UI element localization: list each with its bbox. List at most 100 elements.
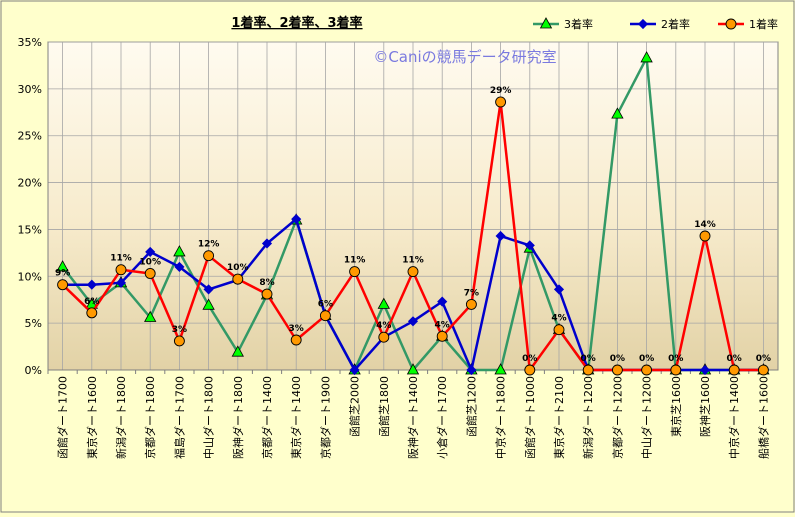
x-tick-label: 函館ダート1700 (56, 376, 70, 459)
y-tick-label: 15% (18, 223, 42, 236)
x-tick-label: 中京ダート1800 (494, 376, 508, 459)
legend-label: 2着率 (661, 17, 690, 31)
x-tick-label: 中山ダート1800 (202, 376, 216, 459)
data-point (699, 364, 711, 376)
data-point (174, 261, 185, 272)
data-point (757, 364, 769, 376)
x-tick-label: 阪神芝1600 (698, 376, 712, 437)
watermark: ©Caniの競馬データ研究室 (373, 48, 556, 66)
data-point (553, 324, 565, 336)
x-tick-label: 小倉ダート1700 (435, 376, 449, 459)
x-tick-label: 阪神ダート1800 (231, 376, 245, 459)
x-tick-label: 新潟ダート1800 (114, 376, 128, 459)
data-label: 0% (727, 354, 742, 364)
data-point (349, 266, 361, 278)
series-3 (57, 96, 769, 376)
y-tick-label: 0% (25, 364, 42, 377)
data-label: 7% (464, 288, 479, 298)
chart-title: 1着率、2着率、3着率 (231, 15, 362, 31)
y-tick-label: 35% (18, 36, 42, 49)
data-label-layer: 9% 6% 11% 10% 3% 12% 10% 8% 3% 6% 11% 4% 11% 4% 7% 29% 0… (55, 86, 771, 364)
data-label: 6% (318, 300, 333, 310)
data-label: 6% (84, 297, 99, 307)
y-tick-label: 10% (18, 270, 42, 283)
legend-marker (637, 18, 649, 30)
data-point (261, 238, 273, 249)
x-tick-label: 京都ダート1800 (143, 376, 157, 459)
data-label: 11% (402, 256, 424, 266)
x-tick-label: 中京ダート1400 (727, 376, 741, 459)
data-label: 10% (227, 263, 249, 273)
data-point (466, 364, 477, 376)
data-point (319, 310, 331, 322)
data-point (524, 240, 535, 251)
x-tick-label: 阪神ダート1400 (406, 376, 420, 459)
data-point (86, 307, 98, 319)
data-point (377, 297, 390, 309)
legend-label: 1着率 (749, 17, 778, 31)
data-point (232, 273, 244, 285)
x-tick-label: 船橋ダート1600 (756, 376, 770, 459)
data-point (115, 277, 127, 288)
data-point (465, 298, 477, 310)
data-label: 0% (756, 354, 771, 364)
data-label: 8% (259, 278, 274, 288)
data-point (231, 345, 244, 357)
data-label: 11% (110, 254, 132, 264)
data-label: 0% (668, 354, 683, 364)
data-label: 3% (289, 324, 304, 334)
data-label: 29% (490, 86, 512, 96)
x-tick-label: 函館芝1800 (377, 376, 391, 437)
data-point (640, 51, 653, 63)
data-point (406, 363, 420, 375)
series-layer (56, 51, 770, 376)
data-point (56, 260, 69, 272)
data-label: 4% (435, 320, 450, 330)
data-point (173, 245, 186, 257)
data-point (378, 331, 390, 343)
data-point (436, 330, 448, 342)
x-tick-label: 東京ダート1400 (289, 376, 303, 459)
data-point (202, 298, 215, 310)
data-point (145, 246, 156, 257)
data-point (144, 268, 156, 279)
x-tick-label: 京都ダート1200 (610, 376, 624, 459)
data-point (728, 364, 740, 376)
data-label: 9% (55, 269, 70, 279)
data-label: 12% (198, 240, 220, 250)
data-point (407, 266, 419, 278)
data-point (290, 334, 302, 346)
data-point (86, 279, 97, 290)
data-point (349, 364, 360, 376)
y-tick-label: 25% (18, 130, 42, 143)
data-point (57, 279, 69, 291)
data-point (524, 364, 536, 376)
x-tick-label: 新潟ダート1200 (581, 376, 595, 459)
y-tick-label: 20% (18, 177, 42, 190)
data-point (203, 250, 215, 262)
data-point (437, 296, 448, 307)
data-label: 4% (551, 314, 566, 324)
data-label: 3% (172, 325, 187, 335)
data-point (670, 364, 682, 376)
legend: 3着率 2着率 1着率 (533, 17, 778, 31)
data-label: 14% (694, 220, 716, 230)
x-tick-label: 京都ダート1400 (260, 376, 274, 459)
data-point (699, 230, 711, 242)
x-tick-label: 福島ダート1700 (172, 376, 186, 459)
data-point (203, 284, 214, 295)
data-point (553, 284, 565, 295)
data-label: 0% (522, 354, 537, 364)
data-label: 0% (610, 354, 625, 364)
data-label: 0% (581, 354, 596, 364)
data-label: 4% (376, 321, 391, 331)
data-point (494, 363, 507, 375)
data-point (291, 214, 302, 225)
data-point (611, 364, 623, 376)
legend-marker (539, 17, 553, 29)
x-tick-label: 京都ダート1900 (318, 376, 332, 459)
x-tick-label: 東京芝1600 (669, 376, 683, 437)
data-label: 10% (139, 257, 161, 267)
